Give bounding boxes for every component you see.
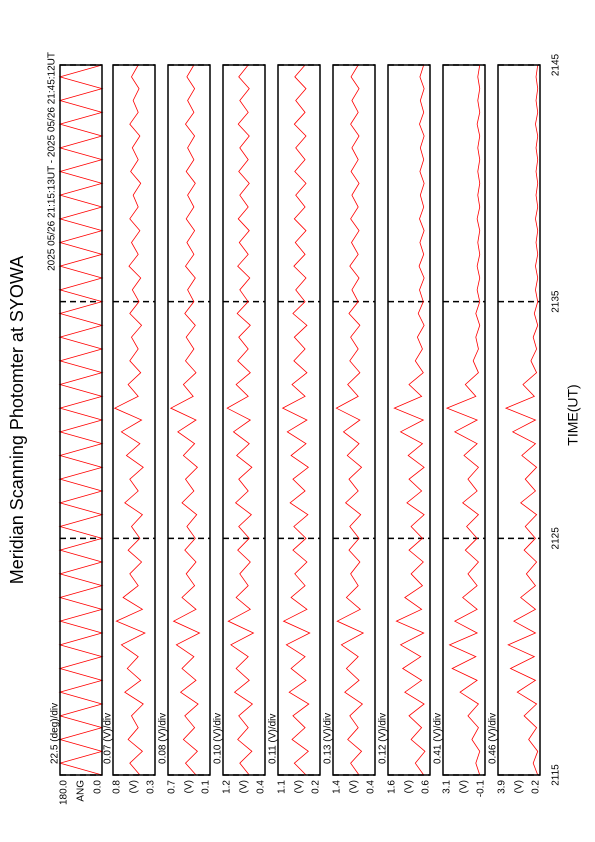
y-tick-label: 0.4 (256, 780, 267, 794)
y-unit-label: (V) (184, 780, 195, 793)
y-tick-label: 0.2 (531, 780, 542, 794)
x-axis-label: TIME(UT) (565, 384, 581, 445)
data-line (281, 64, 311, 776)
panel-frame (59, 64, 103, 776)
panel-frame (222, 64, 266, 776)
y-tick-label: 1.2 (222, 780, 233, 794)
y-tick-label: 3.1 (442, 780, 453, 794)
chart-title: Meridian Scanning Photomter at SYOWA (7, 256, 27, 584)
data-line (335, 64, 365, 776)
data-line (504, 64, 539, 776)
x-tick-label: 2135 (551, 290, 562, 313)
data-line (226, 64, 255, 776)
y-tick-label: 0.4 (366, 780, 377, 794)
y-tick-label: 3.9 (497, 780, 508, 794)
scale-label: 0.12 (V)/div (378, 713, 389, 764)
data-line (113, 64, 146, 776)
y-tick-label: 0.0 (93, 780, 104, 794)
y-tick-label: 0.2 (311, 780, 322, 794)
y-unit-label: (V) (294, 780, 305, 793)
y-tick-label: 1.4 (332, 780, 343, 794)
rotated-plot: Meridian Scanning Photomter at SYOWA 202… (7, 52, 581, 805)
panel-frame (387, 64, 431, 776)
x-tick-label: 2125 (551, 527, 562, 550)
y-tick-label: 1.6 (387, 780, 398, 794)
y-tick-label: 0.6 (421, 780, 432, 794)
scale-label: 0.41 (V)/div (433, 713, 444, 764)
y-unit-label: ANG (76, 780, 87, 802)
panel-frame (277, 64, 321, 776)
y-unit-label: (V) (514, 780, 525, 793)
y-tick-label: 0.7 (167, 780, 178, 794)
scale-label: 22.5 (deg)/div (50, 703, 61, 764)
chart-subtitle: 2025 05/26 21:15:13UT - 2025 05/26 21:45… (47, 52, 58, 271)
y-unit-label: (V) (129, 780, 140, 793)
panel-frame (497, 64, 541, 776)
y-tick-label: 180.0 (59, 780, 70, 805)
panel-frame (112, 64, 156, 776)
panel-frame (167, 64, 211, 776)
scale-label: 0.10 (V)/div (213, 713, 224, 764)
data-line (169, 64, 201, 776)
scale-label: 0.11 (V)/div (268, 714, 279, 764)
data-line (445, 64, 481, 776)
y-unit-label: (V) (349, 780, 360, 793)
panel-frame (332, 64, 376, 776)
scale-label: 0.13 (V)/div (323, 713, 334, 764)
y-tick-label: 0.1 (201, 780, 212, 794)
x-tick-label: 2145 (551, 53, 562, 76)
y-tick-label: 0.3 (146, 780, 157, 794)
y-tick-label: -0.1 (476, 780, 487, 798)
y-unit-label: (V) (459, 780, 470, 793)
scale-label: 0.08 (V)/div (158, 713, 169, 764)
data-line (58, 64, 104, 776)
panel-frame (442, 64, 486, 776)
scale-label: 0.07 (V)/div (103, 713, 114, 764)
y-unit-label: (V) (239, 780, 250, 793)
y-unit-label: (V) (404, 780, 415, 793)
y-tick-label: 0.8 (112, 780, 123, 794)
y-tick-label: 1.1 (277, 780, 288, 794)
x-tick-label: 2115 (551, 764, 562, 786)
scale-label: 0.46 (V)/div (488, 713, 499, 764)
data-line (393, 64, 426, 776)
